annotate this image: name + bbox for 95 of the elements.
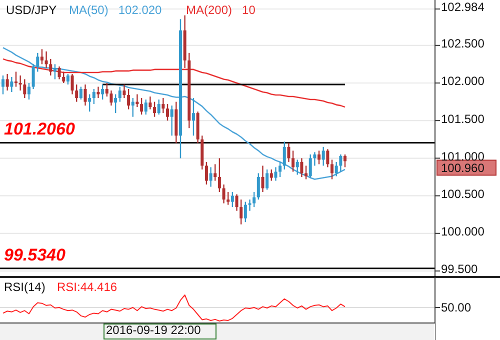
candlestick — [18, 74, 22, 92]
candlestick — [140, 97, 144, 116]
y-tick-label: 100.000 — [441, 224, 485, 239]
y-tick-label: 101.500 — [441, 112, 485, 126]
candlestick — [248, 198, 252, 212]
candlestick — [339, 154, 342, 172]
candlestick — [218, 158, 221, 193]
candlestick — [318, 150, 321, 165]
chart-title: USD/JPY — [6, 3, 57, 17]
candlestick — [10, 76, 14, 93]
candlestick — [131, 97, 134, 118]
candlestick — [235, 194, 238, 212]
candlestick — [101, 84, 104, 100]
y-tick-label: 102.000 — [441, 74, 485, 88]
candlestick — [214, 164, 217, 182]
candlestick — [110, 90, 113, 106]
candlestick — [256, 172, 260, 200]
candlestick — [144, 98, 148, 116]
candlestick — [252, 191, 256, 208]
candlestick — [62, 71, 66, 84]
text: 50.00 — [441, 300, 472, 315]
candlestick — [192, 97, 195, 136]
candlestick — [157, 98, 160, 116]
candlestick — [334, 161, 338, 177]
candlestick — [226, 191, 230, 206]
line-series — [2, 58, 346, 108]
candlestick — [88, 94, 92, 112]
line-series — [2, 47, 346, 180]
candlestick — [287, 142, 290, 163]
candlestick — [322, 146, 325, 166]
candlestick — [244, 201, 247, 223]
candlestick — [6, 73, 9, 92]
candlestick — [230, 191, 234, 208]
candlestick — [66, 73, 70, 86]
candlestick — [40, 48, 44, 65]
candlestick — [274, 166, 278, 182]
candlestick — [32, 64, 35, 90]
ref-line-label: 101.2060 — [4, 120, 76, 139]
annotation: 10 — [242, 3, 256, 17]
candlestick — [70, 73, 74, 95]
candlestick — [162, 97, 165, 114]
candlestick — [282, 141, 286, 170]
text: MA(200) — [186, 3, 232, 17]
y-tick-label: 99.500 — [441, 262, 478, 276]
annotation: 102.020 — [118, 3, 162, 17]
candlestick — [300, 158, 304, 178]
candlestick — [114, 94, 118, 114]
text: 100.960 — [441, 160, 485, 175]
candlestick — [261, 165, 264, 193]
candlestick — [127, 88, 130, 110]
y-tick-label: 100.500 — [441, 186, 485, 201]
candlestick — [96, 86, 100, 99]
candlestick — [79, 86, 82, 100]
candlestick — [14, 71, 18, 88]
candlestick — [122, 84, 126, 99]
candlestick — [296, 159, 299, 176]
candlestick — [222, 184, 226, 204]
candlestick — [313, 152, 316, 166]
candlestick — [36, 52, 40, 72]
candlestick — [266, 168, 269, 190]
candlestick — [330, 159, 334, 180]
candlestick — [308, 154, 312, 178]
ref-line-label: 99.5340 — [4, 245, 66, 264]
candlestick — [105, 82, 108, 98]
candlestick — [118, 86, 122, 102]
candlestick — [49, 58, 52, 76]
candlestick — [209, 166, 212, 188]
candlestick — [92, 88, 96, 105]
candlestick — [278, 161, 282, 178]
candlestick — [204, 161, 208, 186]
series-label: RSI:44.416 — [57, 280, 118, 294]
candlestick — [44, 50, 48, 69]
candlestick — [58, 66, 61, 80]
candlestick — [170, 104, 174, 136]
chart-title: RSI(14) — [4, 280, 46, 294]
candlestick — [270, 168, 273, 182]
candlestick — [148, 96, 152, 110]
candlestick — [326, 148, 330, 168]
candlestick — [75, 84, 78, 102]
candlestick — [166, 103, 170, 122]
candlestick — [27, 82, 30, 100]
text: 2016-09-19 22:00 — [106, 323, 202, 337]
candlestick — [344, 154, 346, 168]
y-tick-label: 101.000 — [441, 149, 485, 164]
y-tick-label: 102.500 — [441, 36, 485, 51]
candlestick — [84, 84, 87, 106]
candlestick — [292, 150, 295, 172]
candlestick — [2, 74, 4, 95]
candlestick — [53, 64, 56, 80]
candlestick — [153, 101, 156, 118]
y-tick-label: 102.984 — [441, 0, 485, 14]
candlestick — [23, 78, 26, 99]
candlestick — [240, 198, 243, 225]
text: MA(50) — [69, 3, 108, 17]
candlestick — [304, 165, 308, 180]
